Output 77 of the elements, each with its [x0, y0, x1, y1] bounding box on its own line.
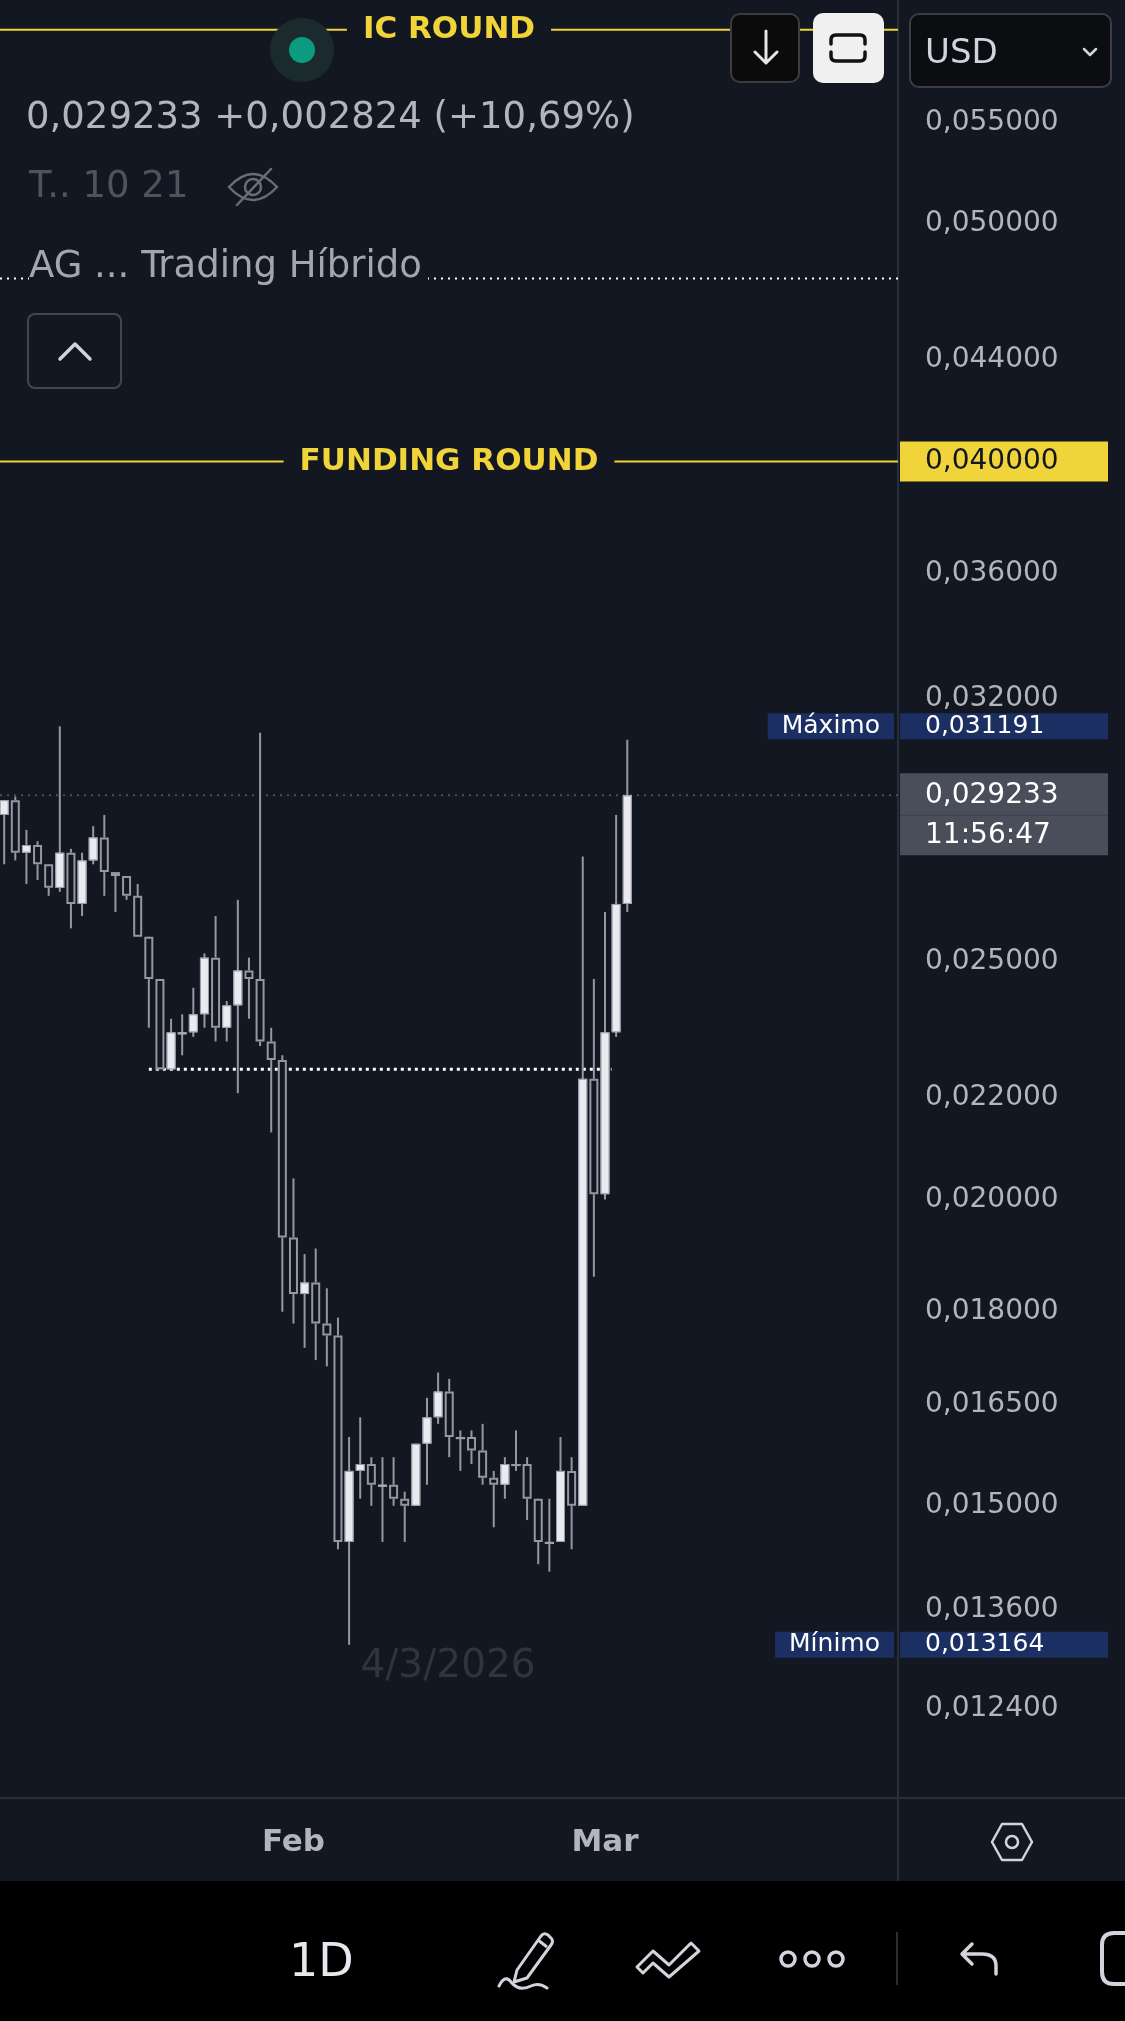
candlestick	[533, 1497, 543, 1566]
y-tick-label: 0,036000	[925, 554, 1059, 588]
y-tick-label: 0,012400	[925, 1689, 1059, 1723]
candlestick	[77, 851, 87, 918]
annotation: T.. 10 21	[29, 162, 189, 207]
y-tick-label: 0,020000	[925, 1180, 1059, 1214]
candlestick	[99, 813, 109, 897]
candlestick	[611, 813, 621, 1038]
y-tick-label: 0,055000	[925, 103, 1059, 137]
text: 0,029233 +0,002824 (+10,69%)	[26, 93, 635, 138]
y-tick-label: 0,013600	[925, 1591, 1059, 1625]
candlestick	[155, 978, 165, 1071]
y-axis-title: USD	[925, 30, 998, 71]
candlestick	[110, 871, 120, 913]
y-tick-label: 0,050000	[925, 205, 1059, 239]
x-tick-label: Mar	[571, 1821, 640, 1858]
candlestick	[211, 915, 221, 1043]
candlestick	[177, 1013, 187, 1057]
candlestick	[244, 956, 254, 1020]
candlestick	[33, 840, 43, 881]
candlestick	[122, 875, 132, 901]
y-tick-label: 0,025000	[925, 943, 1059, 977]
candlestick	[144, 935, 154, 1029]
candlestick	[366, 1456, 376, 1507]
candlestick	[589, 978, 599, 1278]
y-tick-label: 0,044000	[925, 341, 1059, 375]
candlestick	[10, 795, 20, 862]
candlestick	[389, 1456, 399, 1507]
candlestick	[21, 828, 31, 885]
y-tick-label: 0,018000	[925, 1292, 1059, 1326]
candlestick	[266, 1026, 276, 1134]
candlestick	[433, 1371, 443, 1425]
y-tick-label: 0,040000	[925, 442, 1059, 476]
candlestick	[400, 1490, 410, 1543]
text: 11:56:47	[925, 816, 1051, 850]
candlestick	[478, 1422, 488, 1486]
candlestick	[600, 910, 610, 1201]
ref-line-label: FUNDING ROUND	[299, 440, 599, 477]
y-tick-label: 0,016500	[925, 1385, 1059, 1419]
candlestick	[344, 1436, 354, 1646]
candlestick	[66, 847, 76, 930]
candlestick	[188, 986, 198, 1038]
candlestick	[322, 1287, 332, 1368]
ref-line-label: IC ROUND	[362, 8, 536, 45]
y-tick-label: 0,022000	[925, 1079, 1059, 1113]
candlestick	[277, 1054, 287, 1313]
text: 1D	[289, 1932, 354, 1987]
candlestick	[133, 882, 143, 938]
candlestick	[0, 799, 9, 866]
candlestick	[255, 731, 265, 1048]
candlestick	[300, 1253, 310, 1349]
candlestick	[422, 1396, 432, 1486]
candlestick	[444, 1377, 454, 1459]
candlestick	[222, 999, 232, 1043]
candlestick	[466, 1429, 476, 1466]
candlestick	[544, 1497, 554, 1573]
candlestick	[333, 1316, 343, 1551]
x-tick-label: Feb	[261, 1821, 326, 1858]
candlestick	[411, 1442, 421, 1507]
annotation: Mínimo	[789, 1628, 881, 1658]
annotation: Máximo	[781, 709, 880, 739]
annotation: AG ... Trading Híbrido	[29, 242, 428, 287]
candlestick	[311, 1247, 321, 1362]
currency-dropdown: USD	[909, 13, 1112, 88]
candlestick	[522, 1456, 532, 1522]
candlestick	[44, 863, 54, 897]
candlestick	[88, 825, 98, 866]
text: 0,013164	[925, 1628, 1045, 1658]
candlestick	[288, 1177, 298, 1325]
candlestick	[567, 1456, 577, 1551]
y-tick-label: 0,015000	[925, 1487, 1059, 1521]
candlestick	[377, 1456, 387, 1543]
ref-line-label: 0,029233	[925, 776, 1059, 810]
candlestick	[455, 1429, 465, 1472]
candlestick	[166, 1017, 176, 1071]
candlestick	[489, 1469, 499, 1529]
candlestick	[355, 1416, 365, 1500]
